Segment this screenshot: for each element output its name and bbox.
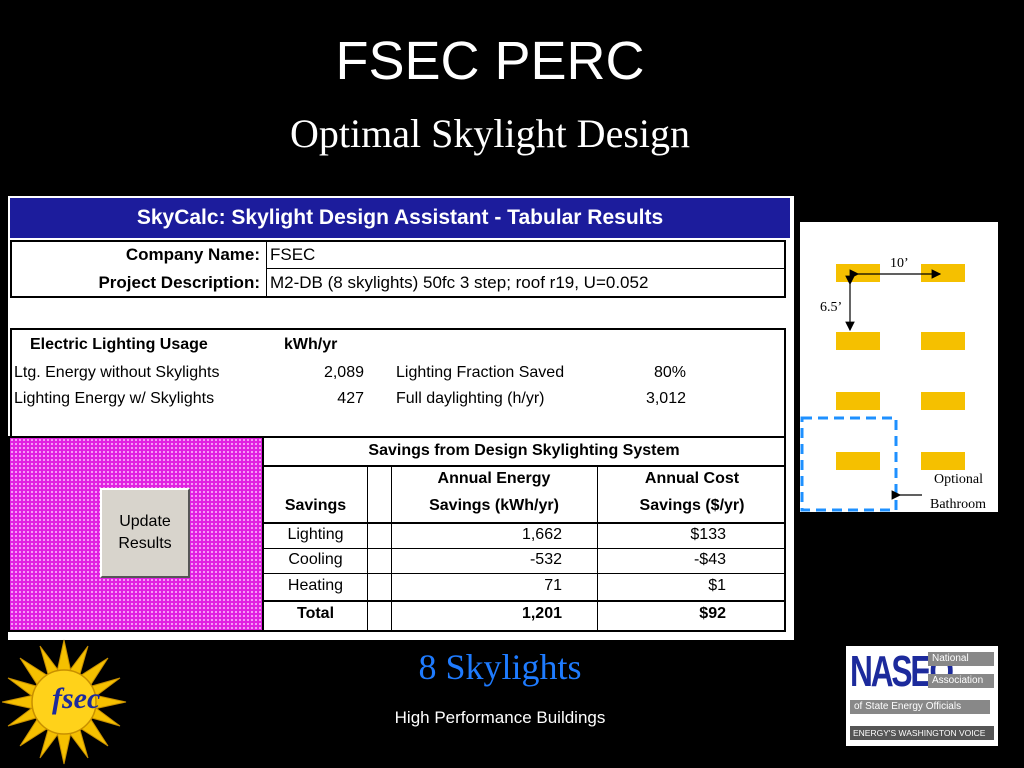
col-savings: Savings bbox=[284, 497, 347, 514]
company-name-value: FSEC bbox=[270, 245, 316, 264]
fsec-logo bbox=[2, 639, 127, 765]
savings-table: Savings from Design Skylighting System A… bbox=[262, 436, 786, 632]
savings-row-name: Lighting bbox=[287, 526, 344, 543]
naseo-line2: Association bbox=[928, 674, 994, 688]
savings-row-energy: -532 bbox=[529, 551, 562, 568]
update-button-line2: Results bbox=[118, 535, 172, 552]
usage-row-label2: Lighting Fraction Saved bbox=[396, 364, 565, 381]
naseo-tagline: ENERGY'S WASHINGTON VOICE bbox=[850, 726, 994, 740]
savings-row-name: Heating bbox=[287, 577, 344, 594]
skycalc-sheet: SkyCalc: Skylight Design Assistant - Tab… bbox=[8, 196, 794, 640]
project-description-label: Project Description: bbox=[98, 273, 260, 292]
usage-row-value2: 80% bbox=[653, 364, 686, 381]
skylight bbox=[921, 332, 965, 350]
company-name-label: Company Name: bbox=[125, 245, 260, 264]
slide-subtitle: Optimal Skylight Design bbox=[290, 111, 690, 156]
savings-row-energy: 71 bbox=[544, 577, 562, 594]
usage-heading: Electric Lighting Usage bbox=[30, 336, 208, 353]
skylight bbox=[836, 332, 880, 350]
col-cost-line2: Savings ($/yr) bbox=[639, 497, 745, 514]
col-cost-line1: Annual Cost bbox=[644, 470, 740, 487]
savings-total-energy: 1,201 bbox=[521, 605, 562, 622]
bathroom-label-line1: Optional bbox=[934, 472, 983, 487]
usage-row-value: 2,089 bbox=[323, 364, 364, 381]
lighting-usage-box: Electric Lighting Usage kWh/yr Ltg. Ener… bbox=[10, 328, 786, 438]
usage-row-label: Ltg. Energy without Skylights bbox=[14, 364, 220, 381]
savings-row-cost: $1 bbox=[708, 577, 726, 594]
sheet-header: SkyCalc: Skylight Design Assistant - Tab… bbox=[10, 198, 790, 238]
skylight bbox=[921, 452, 965, 470]
dimension-arrows bbox=[800, 269, 942, 512]
usage-row-label2: Full daylighting (h/yr) bbox=[396, 390, 545, 407]
usage-unit-heading: kWh/yr bbox=[284, 336, 338, 353]
skylight bbox=[836, 452, 880, 470]
naseo-logo: NASEO National Association of State Ener… bbox=[846, 646, 998, 746]
skylight bbox=[836, 392, 880, 410]
project-description-value: M2-DB (8 skylights) 50fc 3 step; roof r1… bbox=[270, 273, 649, 292]
slide-title: FSEC PERC bbox=[335, 31, 645, 91]
savings-total-name: Total bbox=[296, 605, 335, 622]
footer-text: High Performance Buildings bbox=[394, 708, 606, 727]
savings-total-cost: $92 bbox=[699, 605, 726, 622]
usage-row-value2: 3,012 bbox=[645, 390, 686, 407]
width-dimension-label: 10’ bbox=[890, 256, 909, 271]
savings-row-cost: $133 bbox=[690, 526, 726, 543]
naseo-line3: of State Energy Officials bbox=[850, 700, 990, 714]
col-energy-line1: Annual Energy bbox=[437, 470, 551, 487]
fsec-logo-text: fsec bbox=[52, 682, 101, 715]
savings-row-cost: -$43 bbox=[693, 551, 726, 568]
savings-heading: Savings from Design Skylighting System bbox=[368, 442, 680, 459]
update-button-line1: Update bbox=[119, 513, 171, 530]
skylight-count-caption: 8 Skylights bbox=[418, 647, 582, 687]
savings-row-name: Cooling bbox=[288, 551, 343, 568]
bathroom-label-line2: Bathroom bbox=[930, 497, 986, 512]
naseo-line1: National bbox=[928, 652, 994, 666]
height-dimension-label: 6.5’ bbox=[820, 300, 843, 315]
project-info-box: Company Name: FSEC Project Description: … bbox=[10, 240, 786, 298]
usage-row-label: Lighting Energy w/ Skylights bbox=[14, 390, 215, 407]
col-energy-line2: Savings (kWh/yr) bbox=[429, 497, 559, 514]
savings-row-energy: 1,662 bbox=[521, 526, 562, 543]
skylight bbox=[921, 392, 965, 410]
usage-row-value: 427 bbox=[337, 390, 364, 407]
skylight-layout-diagram: 10’ 6.5’ Optional Bathroom bbox=[800, 222, 998, 512]
update-results-button[interactable]: Update Results bbox=[100, 488, 190, 578]
